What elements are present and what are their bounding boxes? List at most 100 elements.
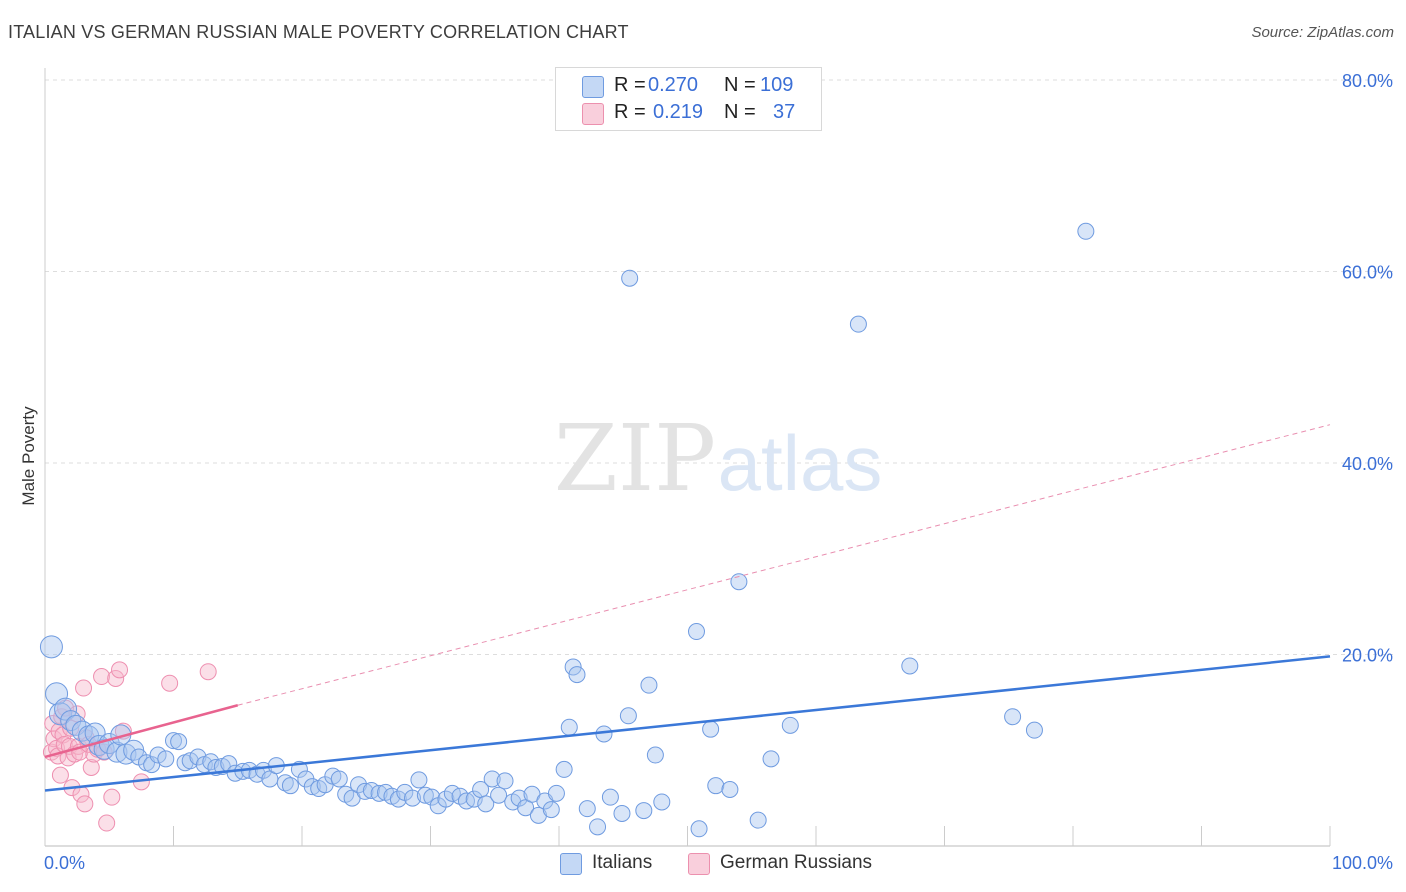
data-point-italians — [149, 746, 167, 764]
data-point-italians — [45, 682, 69, 706]
data-point-italians — [281, 777, 299, 795]
data-point-german-russians — [199, 663, 217, 681]
data-point-italians — [589, 818, 607, 836]
data-point-italians — [578, 800, 596, 818]
data-point-italians — [601, 788, 619, 806]
data-point-italians — [54, 697, 78, 721]
source-credit: Source: ZipAtlas.com — [1251, 24, 1394, 41]
data-point-italians — [721, 781, 739, 799]
x-tick-label: 100.0% — [1332, 853, 1393, 873]
correlation-legend: R = 0.270 N = 109 R = 0.219 N = 37 — [555, 67, 822, 131]
data-point-italians — [702, 720, 720, 738]
data-point-italians — [560, 718, 578, 736]
data-point-italians — [613, 804, 631, 822]
trend-line-italians — [44, 655, 1331, 792]
data-point-italians — [646, 746, 664, 764]
data-point-italians — [303, 778, 321, 796]
data-point-italians — [356, 782, 374, 800]
n-label: N = — [724, 74, 756, 96]
r-label: R = — [614, 74, 646, 96]
legend-swatch-german-russians — [582, 103, 604, 125]
data-point-german-russians — [161, 674, 179, 692]
chart-title: ITALIAN VS GERMAN RUSSIAN MALE POVERTY C… — [8, 22, 629, 42]
r-label: R = — [614, 101, 646, 123]
data-point-italians — [707, 777, 725, 795]
data-point-italians — [389, 790, 407, 808]
data-point-italians — [690, 820, 708, 838]
data-point-italians — [490, 786, 508, 804]
y-tick-label: 80.0% — [1342, 71, 1393, 91]
data-point-italians — [653, 793, 671, 811]
data-point-italians — [370, 784, 388, 802]
n-value-italians: 109 — [760, 74, 794, 96]
data-point-italians — [568, 666, 586, 684]
y-tick-label: 20.0% — [1342, 646, 1393, 666]
y-tick-label: 60.0% — [1342, 263, 1393, 283]
data-point-italians — [781, 716, 799, 734]
data-point-german-russians — [68, 705, 86, 723]
legend-label-italians: Italians — [592, 852, 653, 873]
data-point-italians — [404, 789, 422, 807]
data-point-italians — [423, 788, 441, 806]
data-point-italians — [157, 750, 175, 768]
data-point-german-russians — [76, 795, 94, 813]
data-point-italians — [1004, 708, 1022, 726]
data-point-german-russians — [75, 679, 93, 697]
x-tick-label: 0.0% — [44, 853, 85, 873]
data-point-italians — [276, 774, 294, 792]
y-axis-label: Male Poverty — [19, 406, 38, 506]
data-point-italians — [39, 635, 63, 659]
data-point-german-russians — [93, 668, 111, 686]
series-italians — [39, 222, 1095, 838]
data-point-italians — [483, 770, 501, 788]
watermark-atlas: atlas — [718, 419, 883, 507]
data-point-italians — [106, 741, 128, 763]
data-point-italians — [477, 795, 495, 813]
data-point-italians — [621, 269, 639, 287]
data-point-italians — [619, 707, 637, 725]
data-point-italians — [564, 658, 582, 676]
data-point-italians — [181, 752, 199, 770]
data-point-italians — [410, 771, 428, 789]
data-point-italians — [749, 811, 767, 829]
data-point-italians — [170, 733, 188, 751]
data-point-german-russians — [111, 661, 129, 679]
legend-swatch-italians — [582, 76, 604, 98]
watermark: ZIP atlas — [554, 405, 882, 512]
watermark-zip: ZIP — [554, 405, 716, 512]
data-point-italians — [547, 784, 565, 802]
data-point-italians — [901, 657, 919, 675]
data-point-italians — [510, 789, 528, 807]
data-point-italians — [1077, 222, 1095, 240]
legend-swatch-italians — [560, 853, 582, 875]
r-value-italians: 0.270 — [648, 74, 699, 96]
tick-labels: 20.0% 40.0% 60.0% 80.0% 0.0% 100.0% — [44, 71, 1393, 873]
data-point-italians — [165, 732, 182, 750]
gridlines — [45, 79, 1393, 655]
legend-label-german-russians: German Russians — [720, 852, 873, 873]
data-point-german-russians — [82, 758, 100, 776]
r-value-german-russians: 0.219 — [653, 101, 704, 123]
trend-lines — [44, 424, 1331, 792]
data-point-italians — [762, 750, 780, 768]
data-point-italians — [330, 770, 348, 788]
n-value-german-russians: 37 — [773, 101, 796, 123]
data-point-german-russians — [107, 669, 125, 687]
trend-line-german-russians — [44, 704, 239, 759]
data-point-italians — [416, 786, 434, 804]
data-point-german-russians — [51, 766, 69, 784]
data-point-italians — [496, 772, 514, 790]
data-point-german-russians — [98, 814, 116, 832]
axes — [44, 68, 1331, 847]
data-point-german-russians — [103, 788, 121, 806]
trend-extension-german-russians — [237, 424, 1331, 706]
data-point-italians — [687, 623, 705, 641]
data-point-italians — [1025, 721, 1043, 739]
data-point-italians — [437, 790, 455, 808]
data-point-italians — [542, 801, 560, 819]
n-label: N = — [724, 101, 756, 123]
data-point-italians — [640, 676, 658, 694]
legend-swatch-german-russians — [688, 853, 710, 875]
data-point-italians — [555, 760, 573, 778]
